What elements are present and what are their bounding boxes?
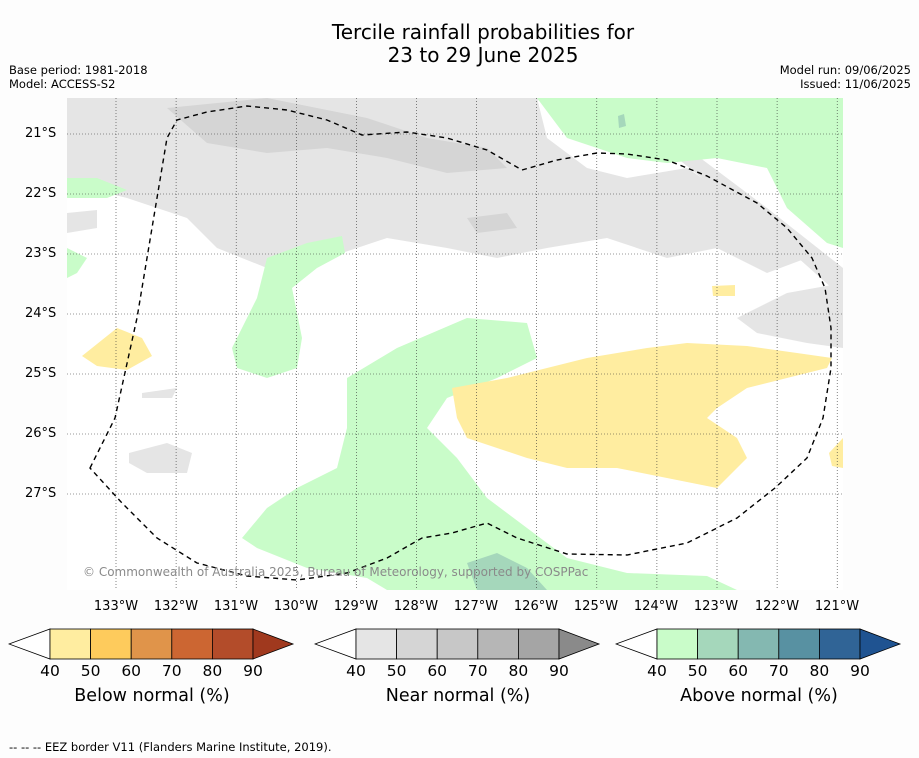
colorbar-tick-label: 60 xyxy=(728,662,749,680)
lon-label: 132°W xyxy=(153,599,199,614)
eez-footnote: -- -- -- EEZ border V11 (Flanders Marine… xyxy=(9,740,332,754)
colorbar-extension-low xyxy=(8,628,51,660)
colorbar-segment xyxy=(818,628,861,660)
colorbar-extension-low xyxy=(615,628,658,660)
colorbar-tick-label: 70 xyxy=(768,662,789,680)
lat-label: 25°S xyxy=(25,366,57,381)
colorbar-tick-label: 60 xyxy=(121,662,142,680)
near-normal-region xyxy=(167,98,507,173)
colorbar-extension-low xyxy=(314,628,357,660)
colorbar-tick-label: 70 xyxy=(467,662,488,680)
lon-label: 130°W xyxy=(273,599,319,614)
near-normal-colorbar xyxy=(314,628,601,660)
colorbar-segment xyxy=(130,628,173,660)
above-normal-region xyxy=(242,318,737,590)
issued-date: Issued: 11/06/2025 xyxy=(800,77,911,91)
colorbar-tick-label: 80 xyxy=(809,662,830,680)
model-name: Model: ACCESS-S2 xyxy=(9,77,116,91)
colorbar-tick-label: 50 xyxy=(386,662,407,680)
lat-label: 27°S xyxy=(25,486,57,501)
lon-label: 127°W xyxy=(453,599,499,614)
colorbar-segment xyxy=(778,628,820,660)
colorbar-tick-label: 90 xyxy=(243,662,263,680)
meta-right: Model run: 09/06/2025 Issued: 11/06/2025 xyxy=(780,63,911,91)
eez-border xyxy=(89,105,832,581)
below-normal-colorbar xyxy=(8,628,295,660)
colorbar-segment xyxy=(49,628,91,660)
lon-label: 128°W xyxy=(393,599,439,614)
lat-label: 23°S xyxy=(25,246,57,261)
colorbar-segment xyxy=(211,628,254,660)
colorbar-segment xyxy=(477,628,519,660)
map-area xyxy=(67,98,843,590)
near-normal-label: Near normal (%) xyxy=(385,686,531,706)
colorbar-tick-label: 80 xyxy=(202,662,223,680)
near-normal-region xyxy=(737,283,843,348)
colorbar-tick-label: 50 xyxy=(687,662,708,680)
map-canvas xyxy=(67,98,843,590)
colorbar-segment xyxy=(737,628,780,660)
above-normal-region xyxy=(232,236,345,378)
map-title-line2: 23 to 29 June 2025 xyxy=(387,43,579,67)
colorbar-segment xyxy=(171,628,213,660)
meta-left: Base period: 1981-2018 Model: ACCESS-S2 xyxy=(9,63,148,91)
lon-label: 123°W xyxy=(693,599,739,614)
near-normal-region xyxy=(467,213,517,233)
lon-label: 129°W xyxy=(333,599,379,614)
base-period: Base period: 1981-2018 xyxy=(9,63,148,77)
above-normal-region xyxy=(67,178,127,198)
colorbar-segment xyxy=(656,628,698,660)
above-normal-region xyxy=(618,114,626,128)
below-normal-label: Below normal (%) xyxy=(74,686,230,706)
below-normal-region xyxy=(829,438,843,468)
colorbar-extension-high xyxy=(252,628,295,660)
above-normal-colorbar xyxy=(615,628,902,660)
copyright-notice: © Commonwealth of Australia 2025, Bureau… xyxy=(83,565,589,579)
lon-label: 121°W xyxy=(814,599,860,614)
lat-label: 24°S xyxy=(25,306,57,321)
lon-label: 126°W xyxy=(513,599,559,614)
colorbar-segment xyxy=(90,628,132,660)
near-normal-region xyxy=(129,443,192,473)
colorbar-tick-label: 40 xyxy=(346,662,366,680)
colorbar-tick-label: 90 xyxy=(850,662,870,680)
colorbar-extension-high xyxy=(558,628,601,660)
above-normal-label: Above normal (%) xyxy=(680,686,838,706)
lon-label: 122°W xyxy=(754,599,800,614)
below-normal-region xyxy=(82,328,152,370)
near-normal-region xyxy=(67,210,97,233)
colorbar-segment xyxy=(396,628,438,660)
colorbar-segment xyxy=(517,628,560,660)
map-title-line1: Tercile rainfall probabilities for xyxy=(331,20,635,44)
below-normal-region xyxy=(452,343,832,488)
above-normal-region xyxy=(537,98,843,248)
map-gridlines xyxy=(67,98,843,590)
colorbar-tick-label: 90 xyxy=(549,662,569,680)
lat-label: 22°S xyxy=(25,186,57,201)
colorbar-tick-label: 50 xyxy=(80,662,101,680)
above-normal-region xyxy=(467,553,547,590)
colorbar-segment xyxy=(436,628,479,660)
lon-label: 133°W xyxy=(93,599,139,614)
colorbar-tick-label: 40 xyxy=(647,662,667,680)
colorbar-tick-label: 40 xyxy=(40,662,60,680)
colorbar-segment xyxy=(355,628,397,660)
lon-label: 125°W xyxy=(573,599,619,614)
model-run: Model run: 09/06/2025 xyxy=(779,63,911,77)
lat-label: 26°S xyxy=(25,426,57,441)
below-normal-region xyxy=(712,285,735,296)
lon-label: 131°W xyxy=(213,599,259,614)
colorbar-extension-high xyxy=(859,628,902,660)
colorbar-tick-label: 60 xyxy=(427,662,448,680)
colorbar-segment xyxy=(697,628,739,660)
colorbar-tick-label: 70 xyxy=(161,662,182,680)
lon-label: 124°W xyxy=(633,599,679,614)
above-normal-region xyxy=(67,248,87,278)
colorbar-tick-label: 80 xyxy=(508,662,529,680)
near-normal-region xyxy=(142,388,177,398)
lat-label: 21°S xyxy=(25,126,57,141)
